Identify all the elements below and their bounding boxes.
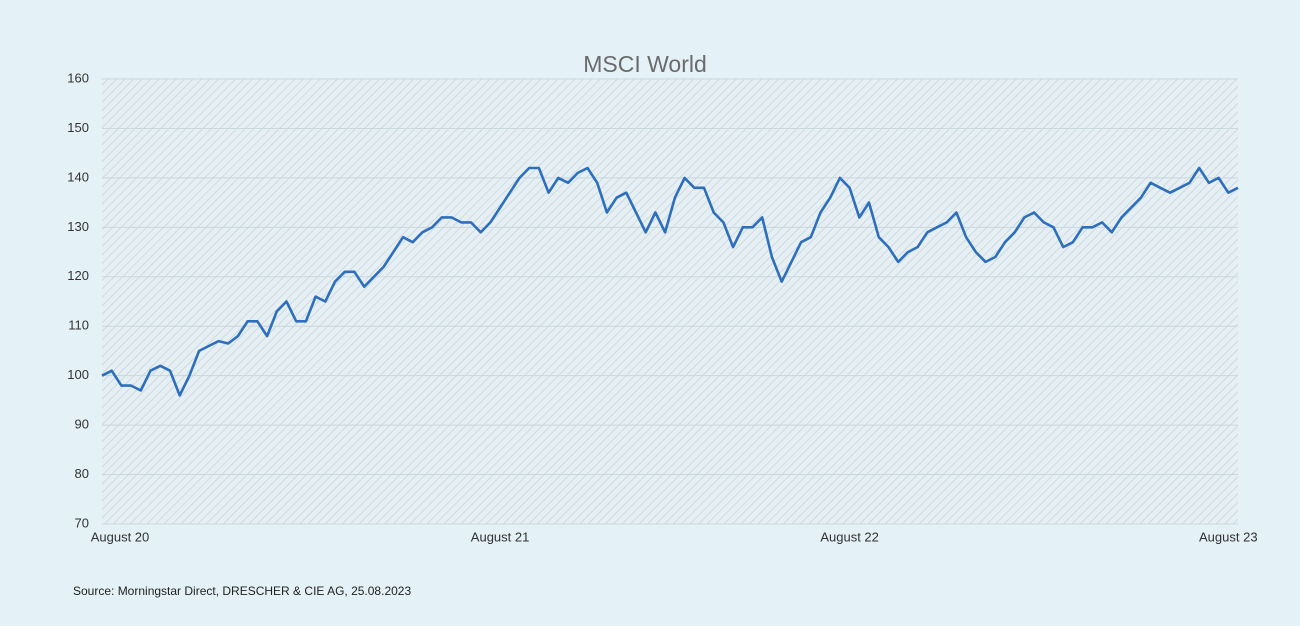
plot-area	[102, 79, 1238, 524]
y-tick-label: 80	[75, 466, 89, 481]
x-tick-label: August 21	[471, 529, 530, 544]
chart-title: MSCI World	[583, 51, 707, 77]
y-tick-label: 120	[67, 268, 89, 283]
y-tick-label: 90	[75, 417, 89, 432]
y-tick-label: 140	[67, 169, 89, 184]
series-line	[101, 166, 1239, 397]
x-tick-label: August 23	[1199, 529, 1258, 544]
x-tick-label: August 22	[820, 529, 879, 544]
source-note: Source: Morningstar Direct, DRESCHER & C…	[73, 584, 411, 598]
y-tick-label: 150	[67, 120, 89, 135]
y-tick-label: 100	[67, 367, 89, 382]
y-tick-label: 130	[67, 219, 89, 234]
y-tick-label: 160	[67, 70, 89, 85]
y-tick-label: 110	[68, 318, 89, 333]
x-tick-label: August 20	[91, 529, 150, 544]
y-tick-label: 70	[75, 515, 89, 530]
